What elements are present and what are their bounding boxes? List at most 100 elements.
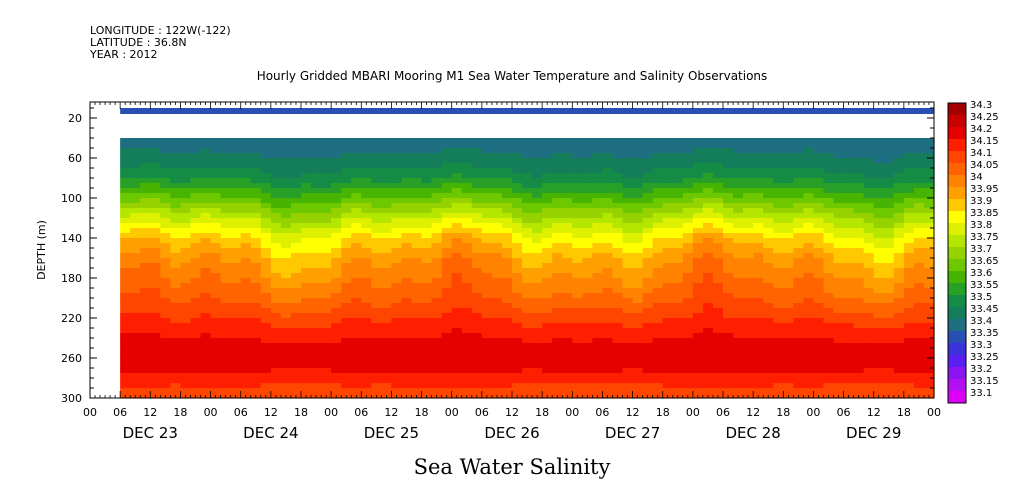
heatmap-cell bbox=[783, 203, 794, 209]
heatmap-cell bbox=[512, 233, 523, 239]
heatmap-cell bbox=[853, 283, 865, 289]
heatmap-cell bbox=[120, 263, 131, 269]
heatmap-cell bbox=[250, 253, 262, 259]
heatmap-cell bbox=[491, 163, 503, 169]
heatmap-cell bbox=[702, 318, 714, 324]
heatmap-cell bbox=[903, 228, 915, 234]
heatmap-cell bbox=[170, 188, 182, 194]
heatmap-cell bbox=[391, 208, 403, 214]
heatmap-cell bbox=[391, 258, 403, 264]
heatmap-cell bbox=[602, 388, 614, 394]
heatmap-cell bbox=[562, 378, 573, 384]
heatmap-cell bbox=[160, 373, 171, 379]
heatmap-cell bbox=[381, 238, 393, 244]
heatmap-cell bbox=[301, 368, 312, 374]
heatmap-cell bbox=[833, 163, 845, 169]
heatmap-cell bbox=[270, 343, 282, 349]
heatmap-cell bbox=[743, 268, 754, 274]
heatmap-cell bbox=[140, 233, 151, 239]
heatmap-cell bbox=[351, 233, 362, 239]
heatmap-cell bbox=[572, 213, 583, 219]
heatmap-cell bbox=[622, 303, 634, 309]
heatmap-cell bbox=[572, 388, 583, 394]
heatmap-cell bbox=[602, 238, 614, 244]
heatmap-cell bbox=[501, 358, 513, 364]
heatmap-cell bbox=[150, 253, 161, 259]
heatmap-cell bbox=[813, 313, 825, 319]
heatmap-cell bbox=[692, 343, 704, 349]
heatmap-cell bbox=[702, 378, 714, 384]
heatmap-cell bbox=[170, 243, 182, 249]
heatmap-cell bbox=[361, 328, 372, 334]
heatmap-cell bbox=[301, 383, 312, 389]
heatmap-cell bbox=[170, 253, 182, 259]
heatmap-cell bbox=[461, 298, 473, 304]
heatmap-cell bbox=[602, 208, 614, 214]
heatmap-cell bbox=[562, 383, 573, 389]
heatmap-cell bbox=[903, 288, 915, 294]
heatmap-cell bbox=[813, 388, 825, 394]
heatmap-cell bbox=[311, 148, 322, 154]
heatmap-cell bbox=[421, 343, 433, 349]
heatmap-cell bbox=[150, 328, 161, 334]
heatmap-cell bbox=[451, 298, 463, 304]
heatmap-cell bbox=[733, 223, 744, 229]
heatmap-cell bbox=[532, 198, 543, 204]
heatmap-cell bbox=[381, 178, 393, 184]
heatmap-cell bbox=[391, 363, 403, 369]
heatmap-cell bbox=[572, 158, 583, 164]
heatmap-cell bbox=[682, 313, 694, 319]
heatmap-cell bbox=[923, 223, 935, 229]
heatmap-cell bbox=[210, 238, 222, 244]
heatmap-cell bbox=[823, 293, 835, 299]
heatmap-cell bbox=[220, 353, 232, 359]
heatmap-cell bbox=[290, 203, 302, 209]
heatmap-cell bbox=[130, 238, 141, 244]
heatmap-cell bbox=[763, 388, 774, 394]
heatmap-cell bbox=[773, 138, 784, 144]
heatmap-cell bbox=[803, 163, 815, 169]
heatmap-cell bbox=[230, 308, 242, 314]
heatmap-cell bbox=[290, 318, 302, 324]
heatmap-cell bbox=[421, 173, 433, 179]
heatmap-cell bbox=[672, 273, 684, 279]
heatmap-cell bbox=[160, 333, 171, 339]
heatmap-cell bbox=[361, 378, 372, 384]
heatmap-cell bbox=[773, 378, 784, 384]
heatmap-cell bbox=[833, 388, 845, 394]
heatmap-cell bbox=[280, 353, 292, 359]
heatmap-cell bbox=[532, 293, 543, 299]
heatmap-cell bbox=[753, 338, 764, 344]
heatmap-cell bbox=[321, 263, 332, 269]
heatmap-cell bbox=[923, 163, 935, 169]
heatmap-cell bbox=[290, 198, 302, 204]
heatmap-cell bbox=[230, 173, 242, 179]
heatmap-cell bbox=[321, 368, 332, 374]
heatmap-cell bbox=[542, 253, 553, 259]
heatmap-cell bbox=[883, 313, 895, 319]
heatmap-cell bbox=[562, 148, 573, 154]
heatmap-cell bbox=[210, 343, 222, 349]
heatmap-cell bbox=[290, 373, 302, 379]
heatmap-cell bbox=[803, 248, 815, 254]
heatmap-cell bbox=[290, 233, 302, 239]
heatmap-cell bbox=[270, 143, 282, 149]
heatmap-cell bbox=[622, 323, 634, 329]
heatmap-cell bbox=[200, 173, 212, 179]
heatmap-cell bbox=[180, 298, 192, 304]
heatmap-cell bbox=[702, 248, 714, 254]
heatmap-cell bbox=[461, 378, 473, 384]
heatmap-cell bbox=[441, 163, 453, 169]
heatmap-cell bbox=[341, 148, 352, 154]
heatmap-cell bbox=[301, 308, 312, 314]
heatmap-cell bbox=[280, 168, 292, 174]
heatmap-cell bbox=[512, 363, 523, 369]
heatmap-cell bbox=[481, 238, 493, 244]
heatmap-cell bbox=[712, 358, 724, 364]
heatmap-cell bbox=[461, 218, 473, 224]
heatmap-cell bbox=[753, 203, 764, 209]
heatmap-cell bbox=[853, 323, 865, 329]
heatmap-cell bbox=[361, 333, 372, 339]
heatmap-cell bbox=[763, 258, 774, 264]
heatmap-cell bbox=[873, 208, 885, 214]
